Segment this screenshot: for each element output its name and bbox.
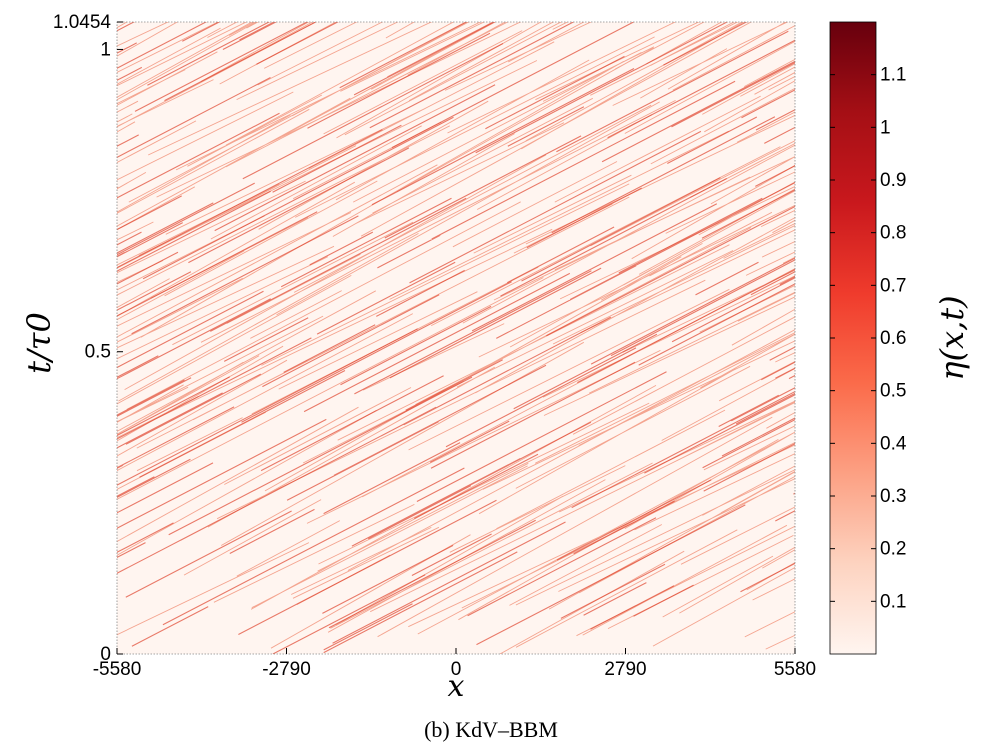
wave-crests-dark	[117, 22, 795, 654]
colorbar-tick-label: 0.5	[880, 381, 906, 402]
y-tick-label: 1	[100, 39, 111, 60]
colorbar-tick-label: 0.2	[880, 539, 906, 560]
figure-caption: (b) KdV–BBM	[424, 717, 558, 742]
colorbar-label: η(x,t)	[933, 295, 971, 380]
y-axis-ticks: 0 0.5 1 1.0454	[53, 12, 123, 665]
colorbar-tick-label: 1.1	[880, 65, 906, 86]
x-axis-label: x	[448, 669, 465, 704]
plot-background	[117, 22, 795, 654]
colorbar-tick-label: 0.9	[880, 170, 906, 191]
colorbar	[829, 21, 877, 655]
y-axis-label: t/τ0	[20, 312, 58, 374]
x-tick-label: -2790	[262, 659, 311, 680]
colorbar-tick-label: 0.1	[880, 591, 906, 612]
plot-frame	[116, 21, 796, 655]
x-tick-label: 0	[451, 659, 462, 680]
colorbar-tick-label: 0.7	[880, 275, 906, 296]
wave-crests-light	[117, 22, 795, 654]
y-tick-label: 0.5	[85, 342, 111, 363]
x-tick-label: -5580	[93, 659, 142, 680]
x-axis-ticks: -5580 -2790 0 2790 5580	[93, 648, 816, 680]
colorbar-tick-label: 0.4	[880, 433, 907, 454]
colorbar-tick-label: 0.6	[880, 328, 906, 349]
colorbar-ticks: 0.1 0.2 0.3 0.4 0.5 0.6 0.7 0.8 0.9 1 1.1	[830, 65, 907, 612]
y-tick-label: 0	[100, 644, 111, 665]
wave-crest-layer	[117, 22, 795, 654]
x-tick-label: 5580	[774, 659, 816, 680]
colorbar-tick-label: 0.8	[880, 223, 906, 244]
y-tick-label: 1.0454	[53, 12, 112, 33]
x-tick-label: 2790	[604, 659, 646, 680]
colorbar-tick-label: 0.3	[880, 486, 906, 507]
colorbar-tick-label: 1	[880, 117, 891, 138]
